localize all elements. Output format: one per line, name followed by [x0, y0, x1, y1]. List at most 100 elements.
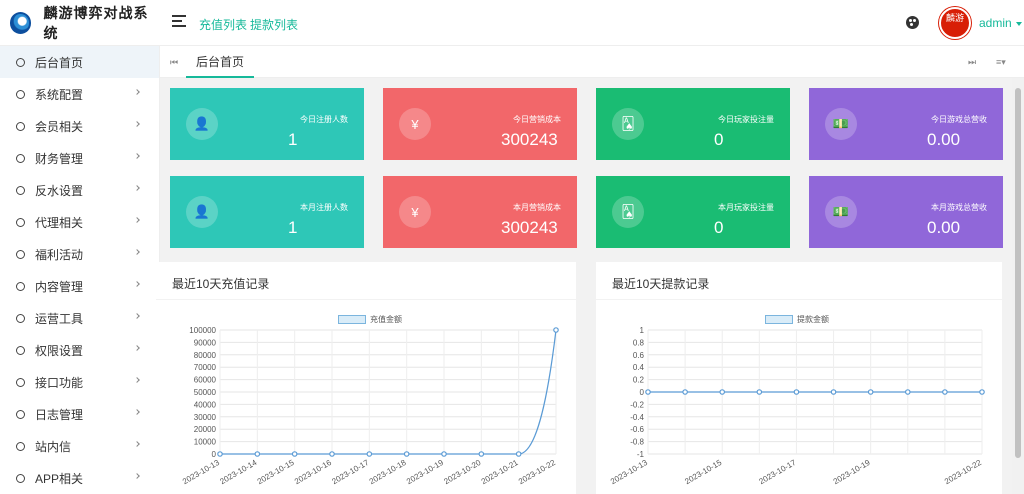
main-content: 最近10天充值记录 充值金额 0 10000 20000 30000 40000 5000… [156, 78, 1012, 494]
sidebar: 后台首页系统配置会员相关财务管理 反水设置 代理相关 福利活动 内容管理运营工具权限设置… [0, 46, 160, 494]
y-tick-label: 0.8 [633, 338, 645, 347]
data-point[interactable] [217, 451, 223, 457]
sidebar-item-0[interactable]: 后台首页 [0, 46, 159, 78]
sidebar-item-13[interactable]: APP相关 [0, 462, 159, 494]
x-tick-label: 2023-10-21 [480, 458, 520, 487]
sidebar-item-9[interactable]: 权限设置 [0, 334, 159, 366]
user-icon: 👤 [186, 196, 218, 228]
data-point[interactable] [403, 451, 410, 457]
data-point[interactable] [254, 451, 261, 457]
y-tick-label: 30000 [194, 413, 217, 422]
chevron-right-icon [134, 377, 140, 383]
data-point[interactable] [478, 451, 485, 457]
withdraw-list-link[interactable]: 提款列表 [250, 18, 299, 32]
chevron-right-icon [134, 409, 140, 415]
sidebar-item-label: 后台首页 [35, 55, 84, 70]
data-point[interactable] [756, 389, 763, 395]
sidebar-item-11[interactable]: 日志管理 [0, 398, 159, 430]
cards-icon: 🂡 [612, 108, 644, 140]
sidebar-item-label: 权限设置 [35, 343, 84, 358]
data-point[interactable] [682, 389, 688, 395]
data-point[interactable] [830, 389, 837, 395]
x-tick-label: 2023-10-15 [256, 458, 296, 487]
recharge-chart: 0 10000 20000 30000 40000 50000 60000 70000 8000… [181, 326, 559, 487]
tab-menu-icon[interactable]: ≡▾ [996, 57, 1006, 67]
user-name: admin [979, 16, 1012, 30]
data-point[interactable] [553, 327, 559, 333]
data-point[interactable] [291, 451, 298, 457]
top-header: 麟游博弈对战系统 充值列表 提款列表 麟游 admin [0, 0, 1024, 46]
yen-icon: ¥ [399, 196, 431, 228]
menu-circle-icon [16, 89, 25, 99]
y-tick-label: 0.4 [633, 363, 645, 372]
stat-value: 0.00 [927, 130, 961, 149]
user-menu[interactable]: admin [979, 16, 1022, 30]
menu-circle-icon [16, 377, 25, 387]
menu-circle-icon [16, 345, 25, 355]
sidebar-item-4[interactable]: 反水设置 [0, 174, 159, 206]
stat-label: 本月玩家投注量 [718, 203, 774, 212]
data-point[interactable] [329, 451, 335, 457]
data-point[interactable] [645, 389, 651, 395]
sidebar-item-10[interactable]: 接口功能 [0, 366, 159, 398]
scroll-thumb[interactable] [1015, 88, 1021, 458]
sidebar-item-7[interactable]: 内容管理 [0, 270, 159, 302]
x-tick-label: 2023-10-20 [442, 458, 482, 487]
stat-label: 今日注册人数 [300, 115, 348, 124]
scrollbar[interactable] [1012, 78, 1024, 494]
sidebar-item-label: 会员相关 [35, 119, 84, 134]
withdraw-chart-panel: 最近10天提款记录 提款金额 -1 -0.8 -0.6 -0.4 -0.2 0 0.2 0.4… [596, 262, 1002, 494]
x-tick-label: 2023-10-19 [832, 458, 872, 487]
data-point[interactable] [441, 451, 447, 457]
avatar[interactable]: 麟游 [939, 7, 971, 39]
stat-card-4: 👤 本月注册人数 1 [170, 176, 364, 248]
chevron-right-icon [134, 121, 140, 127]
x-tick-label: 2023-10-19 [405, 458, 445, 487]
sidebar-item-1[interactable]: 系统配置 [0, 78, 159, 110]
palette-icon[interactable] [906, 16, 919, 29]
menu-circle-icon [16, 409, 25, 419]
withdraw-chart-legend[interactable]: 提款金额 [765, 314, 829, 325]
recharge-chart-title: 最近10天充值记录 [172, 277, 270, 291]
y-tick-label: 0.6 [633, 351, 645, 360]
sidebar-item-5[interactable]: 代理相关 [0, 206, 159, 238]
y-tick-label: 0 [640, 388, 645, 397]
sidebar-item-8[interactable]: 运营工具 [0, 302, 159, 334]
menu-toggle-icon[interactable] [172, 15, 186, 28]
menu-circle-icon [16, 441, 25, 451]
recharge-list-link[interactable]: 充值列表 [199, 18, 248, 32]
tab-prev-icon[interactable]: ⏮ [170, 57, 179, 67]
data-point[interactable] [867, 389, 874, 395]
y-tick-label: 0 [212, 450, 217, 459]
sidebar-item-label: 系统配置 [35, 87, 84, 102]
stat-card-6: 🂡 本月玩家投注量 0 [596, 176, 790, 248]
recharge-chart-legend[interactable]: 充值金额 [338, 314, 402, 325]
stat-label: 今日玩家投注量 [718, 115, 774, 124]
x-tick-label: 2023-10-22 [517, 458, 557, 487]
y-tick-label: 20000 [194, 425, 217, 434]
chevron-right-icon [134, 345, 140, 351]
tab-next-icon[interactable]: ⏭ [968, 57, 977, 67]
sidebar-item-label: 站内信 [35, 439, 72, 454]
data-point[interactable] [515, 451, 522, 457]
data-point[interactable] [719, 389, 726, 395]
stat-value: 300243 [501, 130, 558, 149]
y-tick-label: 100000 [189, 326, 216, 335]
data-point[interactable] [942, 389, 948, 395]
money-icon: 💵 [825, 108, 857, 140]
tab-home[interactable]: 后台首页 [186, 46, 255, 78]
data-point[interactable] [366, 451, 373, 457]
data-point[interactable] [979, 389, 985, 395]
sidebar-item-6[interactable]: 福利活动 [0, 238, 159, 270]
logo[interactable]: 麟游博弈对战系统 [0, 0, 160, 46]
menu-circle-icon [16, 313, 25, 323]
data-point[interactable] [904, 389, 911, 395]
sidebar-item-12[interactable]: 站内信 [0, 430, 159, 462]
y-tick-label: -0.2 [630, 400, 644, 409]
x-tick-label: 2023-10-13 [609, 458, 649, 487]
sidebar-item-label: 运营工具 [35, 311, 84, 326]
sidebar-item-3[interactable]: 财务管理 [0, 142, 159, 174]
chevron-right-icon [134, 249, 140, 255]
data-point[interactable] [793, 389, 800, 395]
sidebar-item-2[interactable]: 会员相关 [0, 110, 159, 142]
